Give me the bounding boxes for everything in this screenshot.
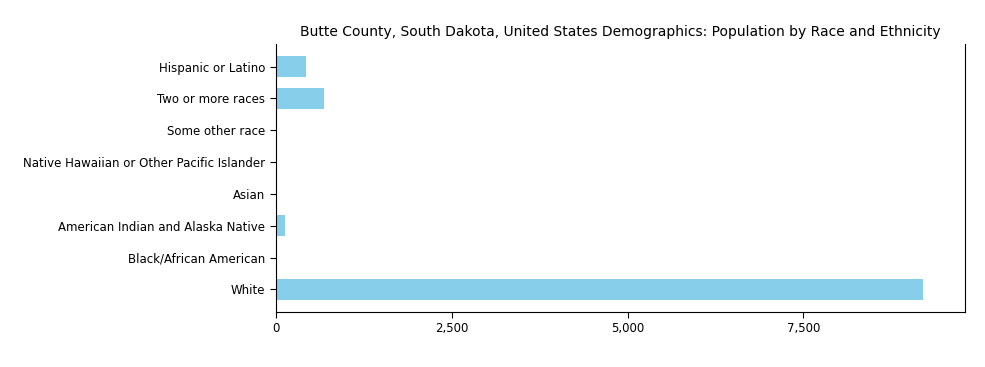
Bar bbox=[276, 88, 324, 109]
Bar bbox=[276, 120, 277, 141]
Bar bbox=[276, 215, 285, 236]
Bar bbox=[276, 279, 923, 300]
Bar bbox=[276, 56, 306, 77]
Title: Butte County, South Dakota, United States Demographics: Population by Race and E: Butte County, South Dakota, United State… bbox=[300, 25, 941, 39]
